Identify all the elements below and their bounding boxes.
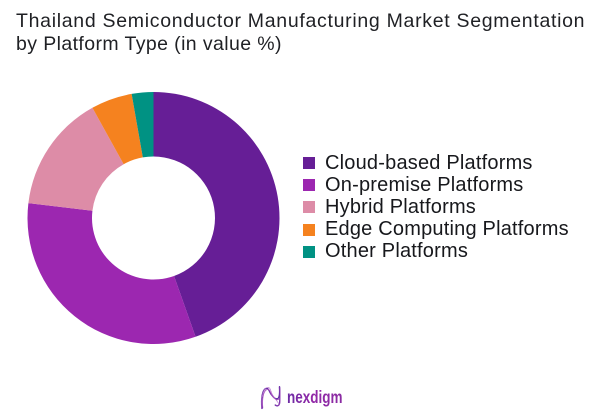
svg-text:nexdigm: nexdigm [287,388,342,407]
